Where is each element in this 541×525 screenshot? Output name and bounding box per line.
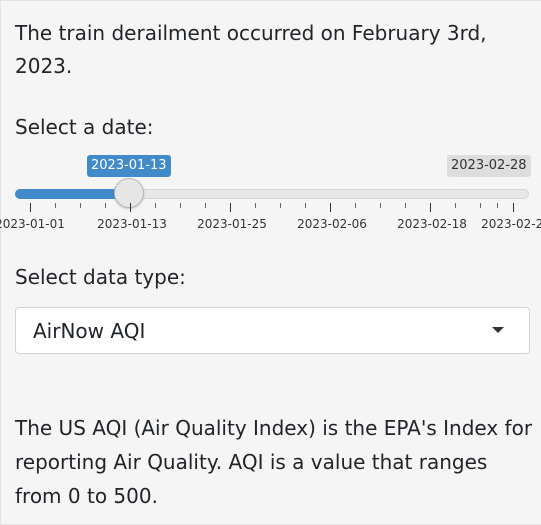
slider-tick-major: [230, 203, 231, 212]
slider-tick-minor: [280, 203, 281, 208]
max-date-bubble: 2023-02-28: [447, 155, 531, 177]
slider-tick-minor: [405, 203, 406, 208]
slider-tick-minor: [105, 203, 106, 208]
slider-tick-minor: [305, 203, 306, 208]
data-type-select[interactable]: AirNow AQI: [15, 307, 530, 354]
data-type-label: Select data type:: [15, 265, 186, 289]
slider-handle[interactable]: [114, 178, 144, 208]
derailment-note: The train derailment occurred on Februar…: [15, 21, 487, 78]
slider-tick-major: [130, 203, 131, 212]
aqi-description: The US AQI (Air Quality Index) is the EP…: [15, 416, 533, 508]
slider-tick-minor: [355, 203, 356, 208]
slider-tick-label: 2023-02-06: [297, 217, 367, 231]
slider-tick-minor: [55, 203, 56, 208]
slider-tick-minor: [155, 203, 156, 208]
slider-tick-major: [330, 203, 331, 212]
date-slider-label: Select a date:: [15, 115, 154, 139]
slider-tick-minor: [180, 203, 181, 208]
chevron-down-icon[interactable]: [492, 327, 504, 333]
slider-tick-minor: [480, 203, 481, 208]
slider-tick-minor: [205, 203, 206, 208]
slider-tick-label: 2023-01-01: [0, 217, 65, 231]
slider-tick-label: 2023-01-13: [97, 217, 167, 231]
slider-bar: [15, 189, 130, 199]
slider-tick-major: [30, 203, 31, 212]
slider-tick-minor: [255, 203, 256, 208]
date-slider[interactable]: 2023-01-13 2023-02-28 2023-01-01 2023-01…: [0, 151, 541, 241]
selected-date-bubble: 2023-01-13: [87, 155, 171, 177]
slider-tick-label: 2023-01-25: [197, 217, 267, 231]
data-type-selected-value: AirNow AQI: [33, 319, 146, 343]
slider-tick-major: [513, 203, 514, 212]
slider-tick-minor: [380, 203, 381, 208]
slider-tick-major: [430, 203, 431, 212]
slider-tick-label: 2023-02-18: [397, 217, 467, 231]
slider-tick-minor: [497, 203, 498, 208]
slider-tick-minor: [455, 203, 456, 208]
slider-tick-label: 2023-02-28: [481, 217, 541, 231]
slider-tick-minor: [80, 203, 81, 208]
